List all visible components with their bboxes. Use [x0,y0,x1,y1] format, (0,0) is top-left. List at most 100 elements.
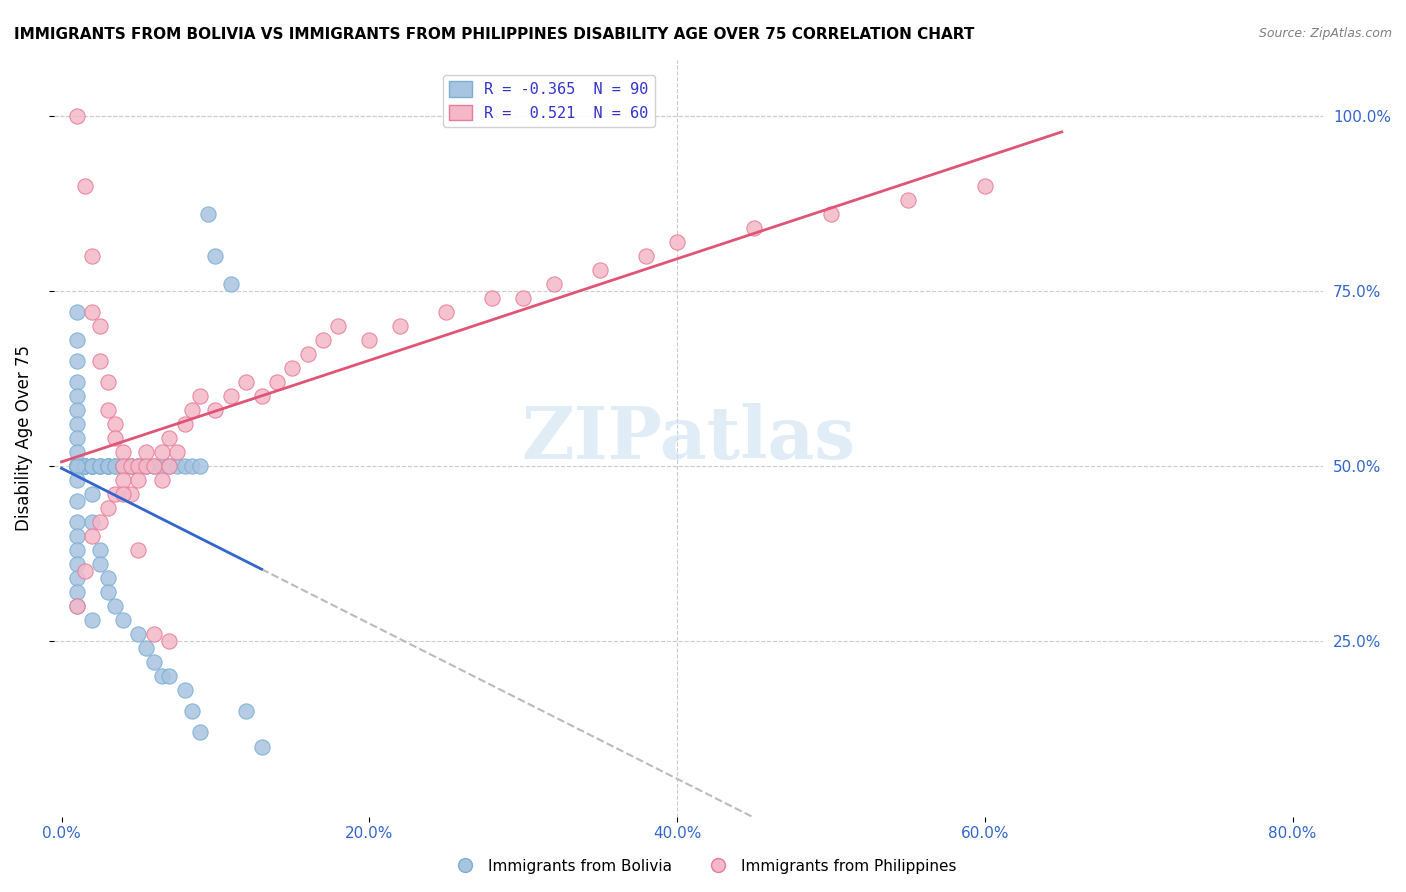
Point [82,459,104,474]
Point [157,459,180,474]
Point [73,459,96,474]
Point [204,249,226,263]
Point [150,459,173,474]
Point [512,291,534,305]
Point [73,459,96,474]
Point [173,683,195,698]
Point [157,634,180,648]
Point [82,305,104,319]
Point [97,501,120,516]
Point [166,459,188,474]
Point [89,318,111,333]
Point [636,249,658,263]
Point [104,459,127,474]
Point [66,459,89,474]
Point [142,627,165,641]
Point [181,705,204,719]
Point [66,585,89,599]
Point [66,543,89,558]
Point [328,318,350,333]
Point [89,515,111,529]
Point [820,207,842,221]
Point [127,543,149,558]
Point [66,494,89,508]
Point [112,445,135,459]
Point [543,277,565,291]
Point [389,318,412,333]
Point [66,459,89,474]
Point [150,669,173,683]
Point [434,305,457,319]
Point [166,445,188,459]
Point [135,459,157,474]
Point [973,178,995,193]
Point [897,193,920,207]
Point [235,705,257,719]
Point [97,571,120,585]
Point [120,487,142,501]
Point [359,333,381,347]
Point [89,558,111,572]
Point [66,459,89,474]
Point [188,459,211,474]
Point [66,354,89,368]
Point [66,305,89,319]
Point [82,459,104,474]
Point [73,459,96,474]
Point [181,459,204,474]
Point [82,249,104,263]
Point [89,459,111,474]
Point [66,515,89,529]
Point [66,459,89,474]
Legend: R = -0.365  N = 90, R =  0.521  N = 60: R = -0.365 N = 90, R = 0.521 N = 60 [443,75,655,127]
Point [104,431,127,445]
Point [66,417,89,431]
Point [66,599,89,614]
Text: ZIPatlas: ZIPatlas [522,402,856,474]
Point [66,571,89,585]
Point [82,515,104,529]
Point [297,347,319,361]
Point [112,459,135,474]
Point [127,459,149,474]
Point [188,389,211,403]
Y-axis label: Disability Age Over 75: Disability Age Over 75 [15,345,32,531]
Point [104,599,127,614]
Point [112,459,135,474]
Point [97,459,120,474]
Point [235,375,257,389]
Point [66,459,89,474]
Point [135,459,157,474]
Text: IMMIGRANTS FROM BOLIVIA VS IMMIGRANTS FROM PHILIPPINES DISABILITY AGE OVER 75 CO: IMMIGRANTS FROM BOLIVIA VS IMMIGRANTS FR… [14,27,974,42]
Point [112,459,135,474]
Point [112,473,135,487]
Point [82,459,104,474]
Point [73,178,96,193]
Point [66,459,89,474]
Point [89,354,111,368]
Point [97,459,120,474]
Point [127,473,149,487]
Point [82,529,104,543]
Point [73,564,96,578]
Point [104,487,127,501]
Point [82,459,104,474]
Point [127,459,149,474]
Point [66,459,89,474]
Point [66,459,89,474]
Point [150,473,173,487]
Point [181,403,204,417]
Point [97,459,120,474]
Point [312,333,335,347]
Point [66,558,89,572]
Point [66,459,89,474]
Point [742,220,765,235]
Point [89,459,111,474]
Point [112,613,135,627]
Point [112,487,135,501]
Point [112,459,135,474]
Point [66,459,89,474]
Point [589,263,612,277]
Point [66,445,89,459]
Point [82,487,104,501]
